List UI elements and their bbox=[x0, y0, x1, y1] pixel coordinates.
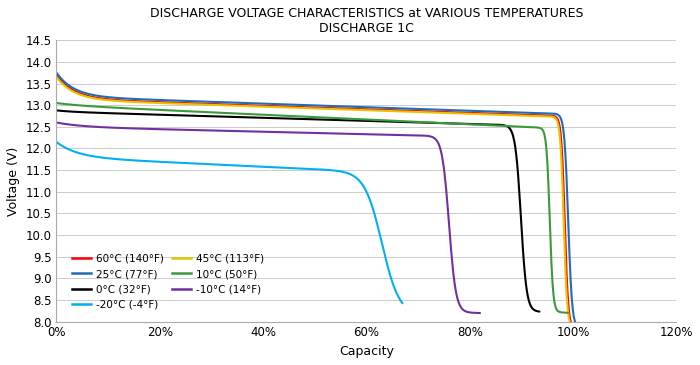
10°C (50°F) bbox=[552, 305, 560, 309]
Line: 10°C (50°F): 10°C (50°F) bbox=[57, 103, 568, 313]
-10°C (14°F) bbox=[281, 130, 290, 134]
60°C (140°F) bbox=[480, 111, 489, 115]
25°C (77°F) bbox=[366, 105, 375, 110]
0°C (32°F) bbox=[536, 310, 544, 314]
-10°C (14°F) bbox=[253, 129, 262, 134]
X-axis label: Capacity: Capacity bbox=[339, 345, 394, 358]
10°C (50°F) bbox=[356, 117, 365, 122]
0°C (32°F) bbox=[448, 121, 456, 126]
60°C (140°F) bbox=[303, 105, 312, 110]
60°C (140°F) bbox=[363, 107, 371, 112]
-20°C (-4°F) bbox=[390, 285, 398, 289]
10°C (50°F) bbox=[471, 122, 480, 127]
Line: 60°C (140°F): 60°C (140°F) bbox=[57, 75, 578, 328]
45°C (113°F) bbox=[52, 75, 61, 79]
60°C (140°F) bbox=[561, 246, 570, 251]
-10°C (14°F) bbox=[476, 311, 484, 315]
-20°C (-4°F) bbox=[239, 164, 248, 168]
25°C (77°F) bbox=[579, 326, 587, 330]
45°C (113°F) bbox=[479, 112, 487, 116]
60°C (140°F) bbox=[52, 73, 61, 77]
25°C (77°F) bbox=[52, 70, 61, 75]
45°C (113°F) bbox=[561, 247, 569, 252]
0°C (32°F) bbox=[281, 116, 290, 120]
0°C (32°F) bbox=[340, 118, 348, 122]
Y-axis label: Voltage (V): Voltage (V) bbox=[7, 146, 20, 216]
10°C (50°F) bbox=[329, 116, 337, 120]
25°C (77°F) bbox=[306, 103, 314, 107]
-20°C (-4°F) bbox=[217, 162, 225, 167]
25°C (77°F) bbox=[337, 104, 346, 108]
10°C (50°F) bbox=[52, 101, 61, 105]
0°C (32°F) bbox=[285, 116, 293, 121]
-20°C (-4°F) bbox=[218, 163, 227, 167]
60°C (140°F) bbox=[300, 105, 309, 110]
45°C (113°F) bbox=[573, 326, 581, 330]
60°C (140°F) bbox=[335, 106, 343, 111]
10°C (50°F) bbox=[295, 114, 304, 119]
-20°C (-4°F) bbox=[398, 301, 407, 306]
0°C (32°F) bbox=[52, 108, 61, 112]
Title: DISCHARGE VOLTAGE CHARACTERISTICS at VARIOUS TEMPERATURES
DISCHARGE 1C: DISCHARGE VOLTAGE CHARACTERISTICS at VAR… bbox=[150, 7, 583, 35]
-10°C (14°F) bbox=[466, 310, 474, 315]
45°C (113°F) bbox=[334, 107, 342, 111]
Line: 0°C (32°F): 0°C (32°F) bbox=[57, 110, 540, 312]
Line: 25°C (77°F): 25°C (77°F) bbox=[57, 73, 583, 328]
10°C (50°F) bbox=[564, 311, 572, 315]
45°C (113°F) bbox=[300, 106, 308, 110]
-10°C (14°F) bbox=[304, 131, 313, 135]
25°C (77°F) bbox=[302, 103, 311, 107]
Line: 45°C (113°F): 45°C (113°F) bbox=[57, 77, 577, 328]
Line: -10°C (14°F): -10°C (14°F) bbox=[57, 123, 480, 313]
25°C (77°F) bbox=[566, 278, 575, 283]
-20°C (-4°F) bbox=[258, 165, 267, 169]
-10°C (14°F) bbox=[256, 130, 265, 134]
10°C (50°F) bbox=[298, 114, 307, 119]
Line: -20°C (-4°F): -20°C (-4°F) bbox=[57, 142, 402, 303]
0°C (32°F) bbox=[524, 294, 532, 299]
Legend: 60°C (140°F), 25°C (77°F), 0°C (32°F), -20°C (-4°F), 45°C (113°F), 10°C (50°F), : 60°C (140°F), 25°C (77°F), 0°C (32°F), -… bbox=[68, 250, 269, 314]
-10°C (14°F) bbox=[400, 133, 408, 137]
-20°C (-4°F) bbox=[52, 140, 61, 144]
45°C (113°F) bbox=[302, 106, 311, 110]
60°C (140°F) bbox=[574, 326, 582, 330]
-20°C (-4°F) bbox=[336, 169, 344, 173]
45°C (113°F) bbox=[362, 108, 370, 112]
25°C (77°F) bbox=[484, 109, 493, 114]
-10°C (14°F) bbox=[52, 120, 61, 125]
0°C (32°F) bbox=[314, 117, 322, 122]
